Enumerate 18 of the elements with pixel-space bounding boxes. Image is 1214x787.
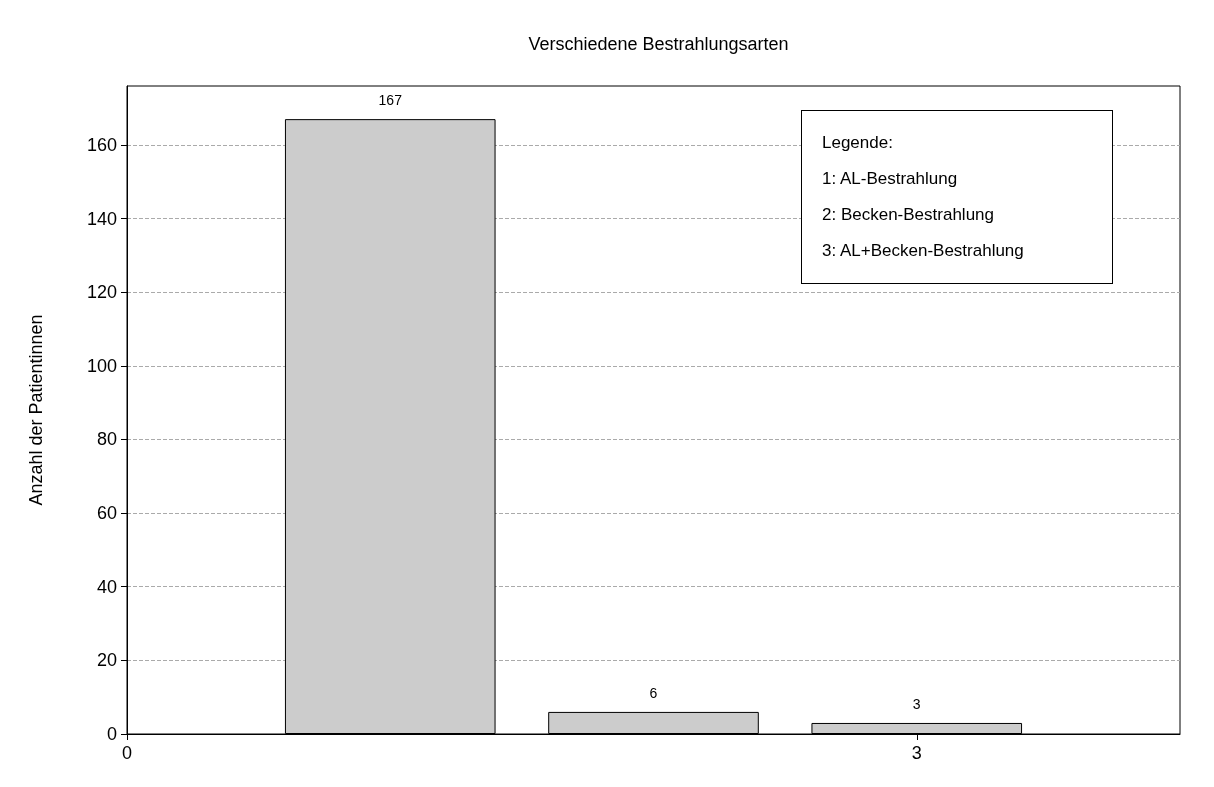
y-tick-label: 60 bbox=[96, 503, 117, 524]
y-tick-label: 160 bbox=[86, 134, 117, 155]
annotation: 1: AL-Bestrahlung bbox=[822, 168, 959, 190]
y-tick-label: 20 bbox=[96, 650, 117, 671]
y-tick-label: 0 bbox=[106, 724, 117, 744]
annotation: Legende: bbox=[822, 132, 894, 154]
y-tick-label: 120 bbox=[86, 282, 117, 303]
data-label: 3 bbox=[912, 695, 921, 712]
annotation: 2: Becken-Bestrahlung bbox=[822, 204, 995, 226]
data-label: 6 bbox=[649, 684, 658, 701]
annotation: 3: AL+Becken-Bestrahlung bbox=[822, 240, 1025, 262]
y-axis-title: Anzahl der Patientinnen bbox=[26, 314, 46, 506]
y-tick-label: 140 bbox=[86, 208, 117, 229]
y-tick-label: 40 bbox=[96, 576, 117, 597]
chart-title: Verschiedene Bestrahlungsarten bbox=[528, 34, 789, 54]
y-tick-label: 100 bbox=[86, 355, 117, 376]
y-tick-label: 80 bbox=[96, 429, 117, 450]
data-label: 167 bbox=[378, 92, 403, 109]
